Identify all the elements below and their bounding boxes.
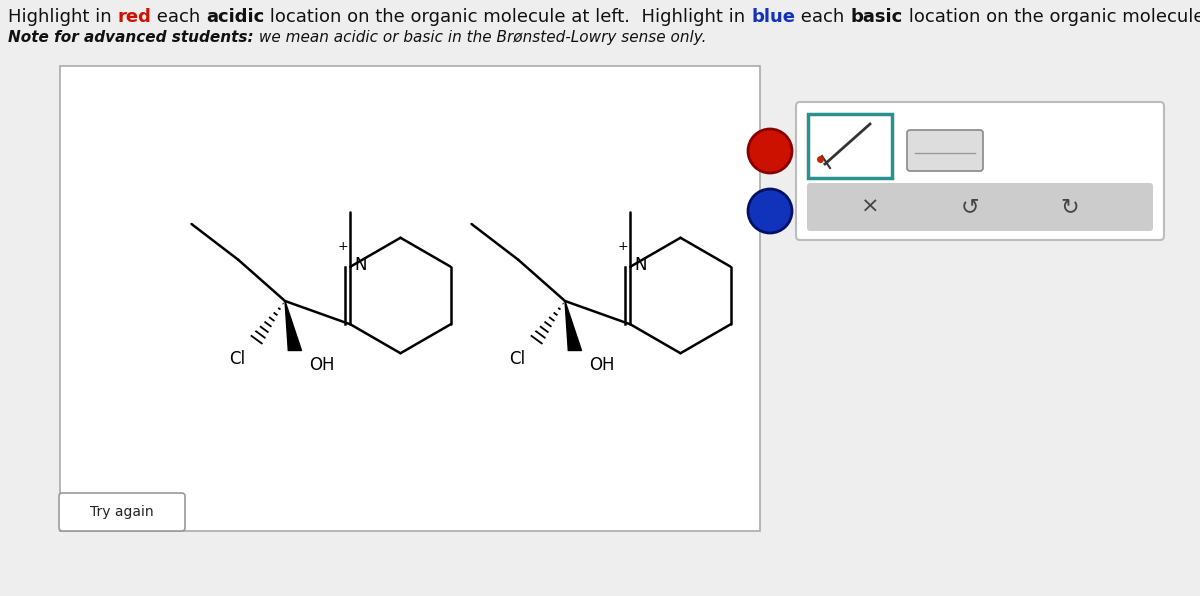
Text: N: N (635, 256, 647, 274)
FancyBboxPatch shape (907, 130, 983, 171)
Text: +: + (337, 240, 348, 253)
Text: red: red (118, 8, 151, 26)
Text: location on the organic molecule at right.: location on the organic molecule at righ… (902, 8, 1200, 26)
Text: each: each (796, 8, 851, 26)
FancyBboxPatch shape (60, 66, 760, 531)
Text: ↻: ↻ (1061, 197, 1079, 217)
Text: OH: OH (589, 355, 614, 374)
FancyBboxPatch shape (808, 183, 1153, 231)
Text: each: each (151, 8, 206, 26)
Text: OH: OH (308, 355, 335, 374)
Text: Cl: Cl (229, 350, 245, 368)
Polygon shape (565, 301, 582, 350)
Text: Highlight in: Highlight in (8, 8, 118, 26)
Text: blue: blue (751, 8, 796, 26)
Text: +: + (617, 240, 628, 253)
Text: ×: × (860, 197, 880, 217)
FancyBboxPatch shape (808, 114, 892, 178)
Text: Cl: Cl (509, 350, 524, 368)
Text: basic: basic (851, 8, 902, 26)
FancyBboxPatch shape (796, 102, 1164, 240)
Text: Try again: Try again (90, 505, 154, 519)
Text: we mean acidic or basic in the Brønsted-Lowry sense only.: we mean acidic or basic in the Brønsted-… (253, 30, 706, 45)
Polygon shape (286, 301, 301, 350)
Text: location on the organic molecule at left.  Highlight in: location on the organic molecule at left… (264, 8, 751, 26)
Text: N: N (354, 256, 367, 274)
Circle shape (748, 189, 792, 233)
FancyBboxPatch shape (59, 493, 185, 531)
Text: ↺: ↺ (961, 197, 979, 217)
Circle shape (748, 129, 792, 173)
Text: Note for advanced students:: Note for advanced students: (8, 30, 253, 45)
Text: acidic: acidic (206, 8, 264, 26)
